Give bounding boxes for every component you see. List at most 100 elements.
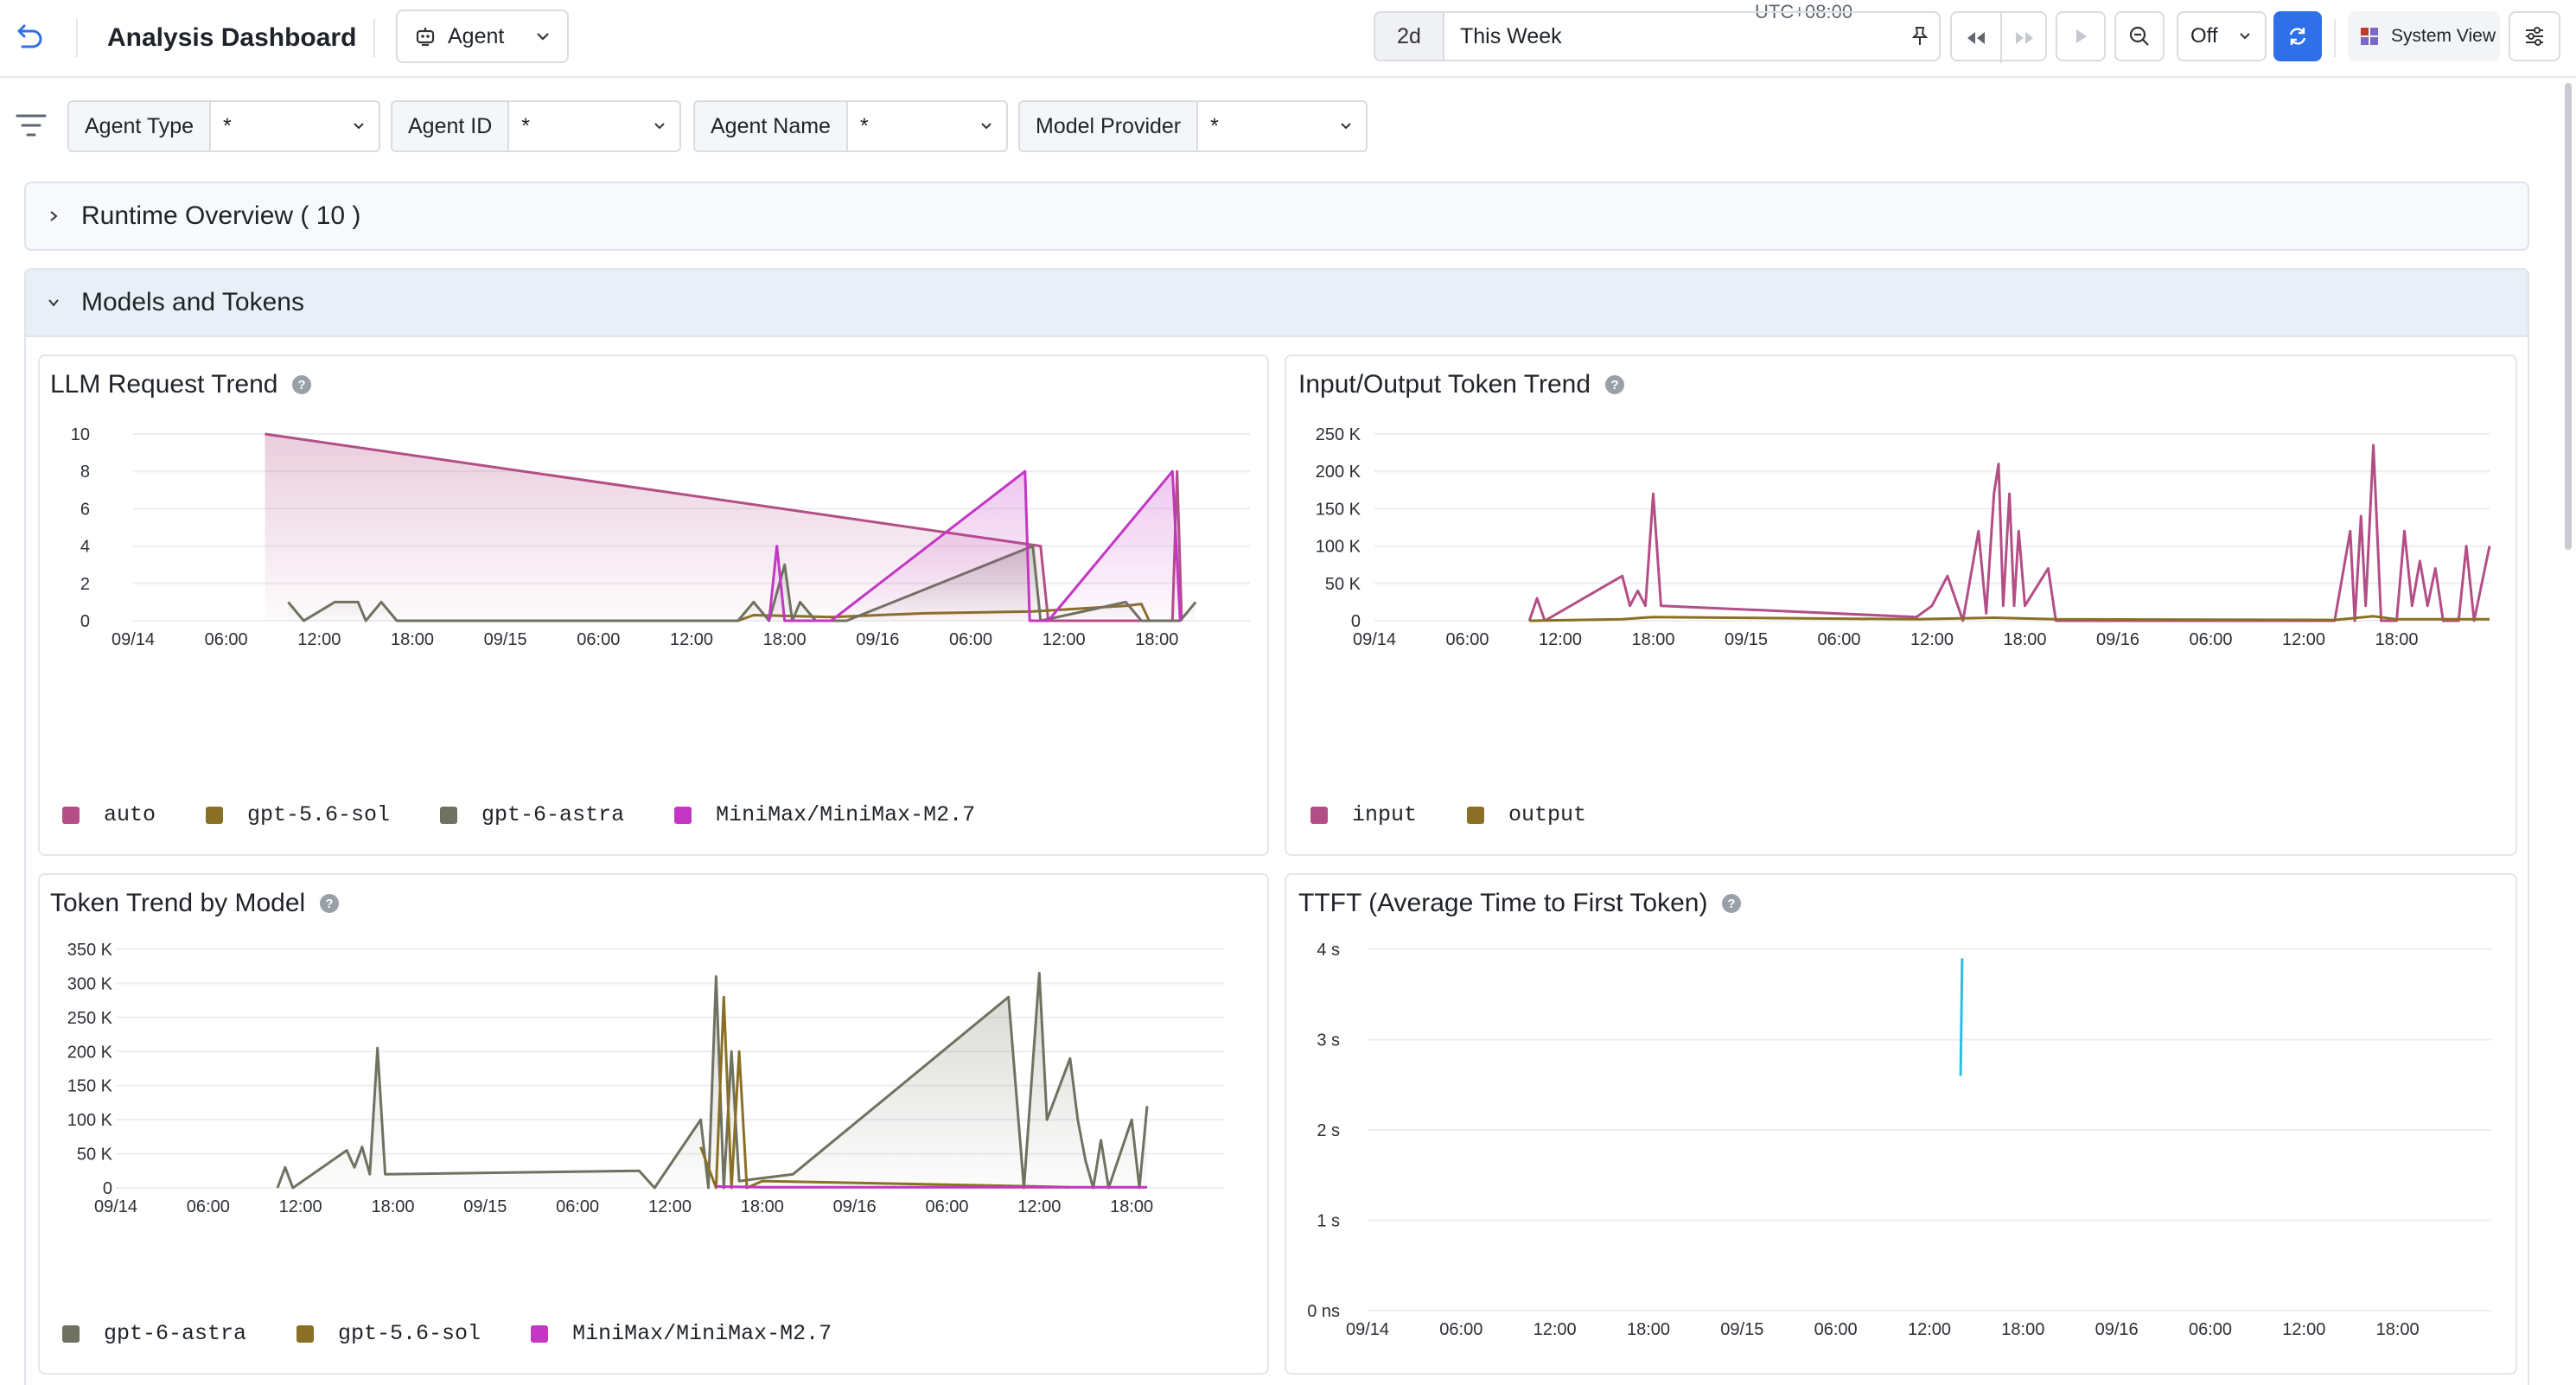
divider bbox=[373, 19, 375, 57]
y-tick-label: 350 K bbox=[67, 941, 113, 960]
help-icon[interactable]: ? bbox=[1604, 374, 1625, 395]
legend-label: gpt-6-astra bbox=[104, 1321, 247, 1346]
legend-item[interactable]: auto bbox=[62, 802, 156, 827]
entity-select[interactable]: Agent bbox=[396, 10, 569, 63]
divider bbox=[76, 19, 78, 57]
y-tick-label: 2 bbox=[80, 575, 90, 594]
x-tick-label: 09/16 bbox=[2096, 630, 2139, 649]
llm-request-chart[interactable]: 0 2 4 6 8 10 09/14 06:00 12:00 18:00 09/15 06:00 12:… bbox=[38, 415, 1269, 795]
filter-value: * bbox=[521, 113, 531, 138]
series-line bbox=[768, 469, 1182, 622]
time-range-short[interactable]: 2d bbox=[1375, 13, 1444, 60]
play-button[interactable] bbox=[2056, 11, 2106, 61]
y-tick-label: 6 bbox=[80, 500, 90, 519]
legend-item[interactable]: input bbox=[1310, 802, 1417, 827]
auto-refresh-select[interactable]: Off bbox=[2177, 11, 2267, 61]
y-tick-label: 150 K bbox=[1316, 500, 1361, 519]
back-button[interactable] bbox=[12, 17, 50, 55]
x-tick-label: 18:00 bbox=[2376, 1320, 2420, 1339]
time-range-label[interactable]: This Week bbox=[1460, 23, 1562, 48]
scrollbar-thumb[interactable] bbox=[2565, 83, 2572, 550]
settings-button[interactable] bbox=[2509, 11, 2560, 61]
help-icon[interactable]: ? bbox=[319, 893, 340, 914]
help-icon[interactable]: ? bbox=[291, 374, 312, 395]
legend-swatch bbox=[440, 806, 458, 824]
y-tick-label: 0 ns bbox=[1307, 1302, 1340, 1321]
legend-item[interactable]: output bbox=[1467, 802, 1586, 827]
section-runtime-overview[interactable]: Runtime Overview ( 10 ) bbox=[24, 182, 2529, 251]
legend-item[interactable]: MiniMax/MiniMax-M2.7 bbox=[674, 802, 975, 827]
rewind-button[interactable] bbox=[1952, 13, 2002, 63]
auto-refresh-value: Off bbox=[2190, 24, 2218, 48]
ttft-chart[interactable]: 0 ns 1 s 2 s 3 s 4 s 09/14 06:00 12:00 18:00 09/1… bbox=[1285, 934, 2517, 1340]
legend-swatch bbox=[674, 806, 692, 824]
x-tick-label: 06:00 bbox=[2189, 630, 2232, 649]
legend-item[interactable]: gpt-5.6-sol bbox=[296, 1321, 481, 1346]
legend-label: output bbox=[1508, 802, 1587, 827]
legend-swatch bbox=[1310, 806, 1328, 824]
filter-agent-id[interactable]: Agent ID * bbox=[391, 100, 681, 152]
system-view-button[interactable]: System View bbox=[2348, 11, 2500, 61]
y-tick-label: 10 bbox=[71, 425, 90, 444]
x-tick-label: 12:00 bbox=[279, 1197, 322, 1216]
legend-item[interactable]: gpt-6-astra bbox=[62, 1321, 246, 1346]
svg-text:?: ? bbox=[1728, 897, 1736, 911]
chart-title: Token Trend by Model bbox=[50, 889, 306, 917]
legend-label: MiniMax/MiniMax-M2.7 bbox=[572, 1321, 832, 1346]
x-tick-label: 09/15 bbox=[1725, 630, 1768, 649]
x-tick-label: 09/16 bbox=[2095, 1320, 2139, 1339]
series-line bbox=[699, 995, 1070, 1190]
refresh-button[interactable] bbox=[2273, 11, 2322, 61]
fast-forward-button[interactable] bbox=[2000, 13, 2049, 63]
x-tick-label: 12:00 bbox=[1533, 1320, 1577, 1339]
y-tick-label: 4 bbox=[80, 538, 90, 557]
robot-icon bbox=[413, 24, 437, 48]
x-tick-label: 18:00 bbox=[1135, 630, 1178, 649]
chart-title: Input/Output Token Trend bbox=[1298, 370, 1591, 399]
series-line bbox=[1959, 958, 1964, 1076]
legend-swatch bbox=[1467, 806, 1485, 824]
legend-item[interactable]: gpt-5.6-sol bbox=[206, 802, 390, 827]
chevron-down-icon bbox=[26, 296, 81, 310]
section-models-and-tokens[interactable]: Models and Tokens bbox=[24, 268, 2529, 337]
filter-label: Agent Name bbox=[695, 102, 848, 150]
x-tick-label: 12:00 bbox=[297, 630, 341, 649]
legend-swatch bbox=[206, 806, 224, 824]
x-tick-label: 06:00 bbox=[949, 630, 992, 649]
y-tick-label: 250 K bbox=[1316, 425, 1361, 444]
legend-label: gpt-6-astra bbox=[481, 802, 625, 827]
filter-agent-type[interactable]: Agent Type * bbox=[67, 100, 380, 152]
legend-swatch bbox=[531, 1324, 549, 1343]
filter-agent-name[interactable]: Agent Name * bbox=[693, 100, 1008, 152]
x-tick-label: 06:00 bbox=[1439, 1320, 1482, 1339]
legend-item[interactable]: MiniMax/MiniMax-M2.7 bbox=[531, 1321, 832, 1346]
io-token-chart[interactable]: 0 50 K 100 K 150 K 200 K 250 K 09/14 06:00 12:00… bbox=[1285, 415, 2517, 795]
series-line bbox=[716, 1184, 1147, 1189]
y-tick-label: 8 bbox=[80, 463, 90, 482]
zoom-out-button[interactable] bbox=[2114, 11, 2165, 61]
chevron-down-icon bbox=[1338, 118, 1354, 134]
token-by-model-chart[interactable]: 0 50 K 100 K 150 K 200 K 250 K 300 K 350 K 09/14… bbox=[38, 934, 1269, 1314]
chart-legend: gpt-6-astra gpt-5.6-sol MiniMax/MiniMax-… bbox=[62, 1321, 882, 1346]
help-icon[interactable]: ? bbox=[1721, 893, 1742, 914]
filter-model-provider[interactable]: Model Provider * bbox=[1018, 100, 1368, 152]
pin-icon[interactable] bbox=[1901, 13, 1939, 60]
time-range-picker[interactable]: 2d This Week bbox=[1374, 11, 1941, 61]
filter-icon[interactable] bbox=[14, 111, 48, 142]
play-icon bbox=[2076, 29, 2087, 43]
page-scrollbar[interactable] bbox=[2562, 83, 2574, 550]
x-tick-label: 09/15 bbox=[1720, 1320, 1763, 1339]
time-nav-group bbox=[1950, 11, 2049, 63]
series-line bbox=[1527, 444, 2491, 622]
x-tick-label: 18:00 bbox=[741, 1197, 784, 1216]
x-tick-label: 09/16 bbox=[856, 630, 899, 649]
legend-label: MiniMax/MiniMax-M2.7 bbox=[716, 802, 976, 827]
y-tick-label: 0 bbox=[1351, 612, 1361, 631]
x-tick-label: 12:00 bbox=[1910, 630, 1954, 649]
y-tick-label: 4 s bbox=[1317, 941, 1340, 960]
x-tick-label: 06:00 bbox=[2189, 1320, 2232, 1339]
legend-item[interactable]: gpt-6-astra bbox=[440, 802, 624, 827]
legend-label: gpt-5.6-sol bbox=[247, 802, 391, 827]
x-tick-label: 09/14 bbox=[112, 630, 155, 649]
legend-swatch bbox=[296, 1324, 315, 1343]
